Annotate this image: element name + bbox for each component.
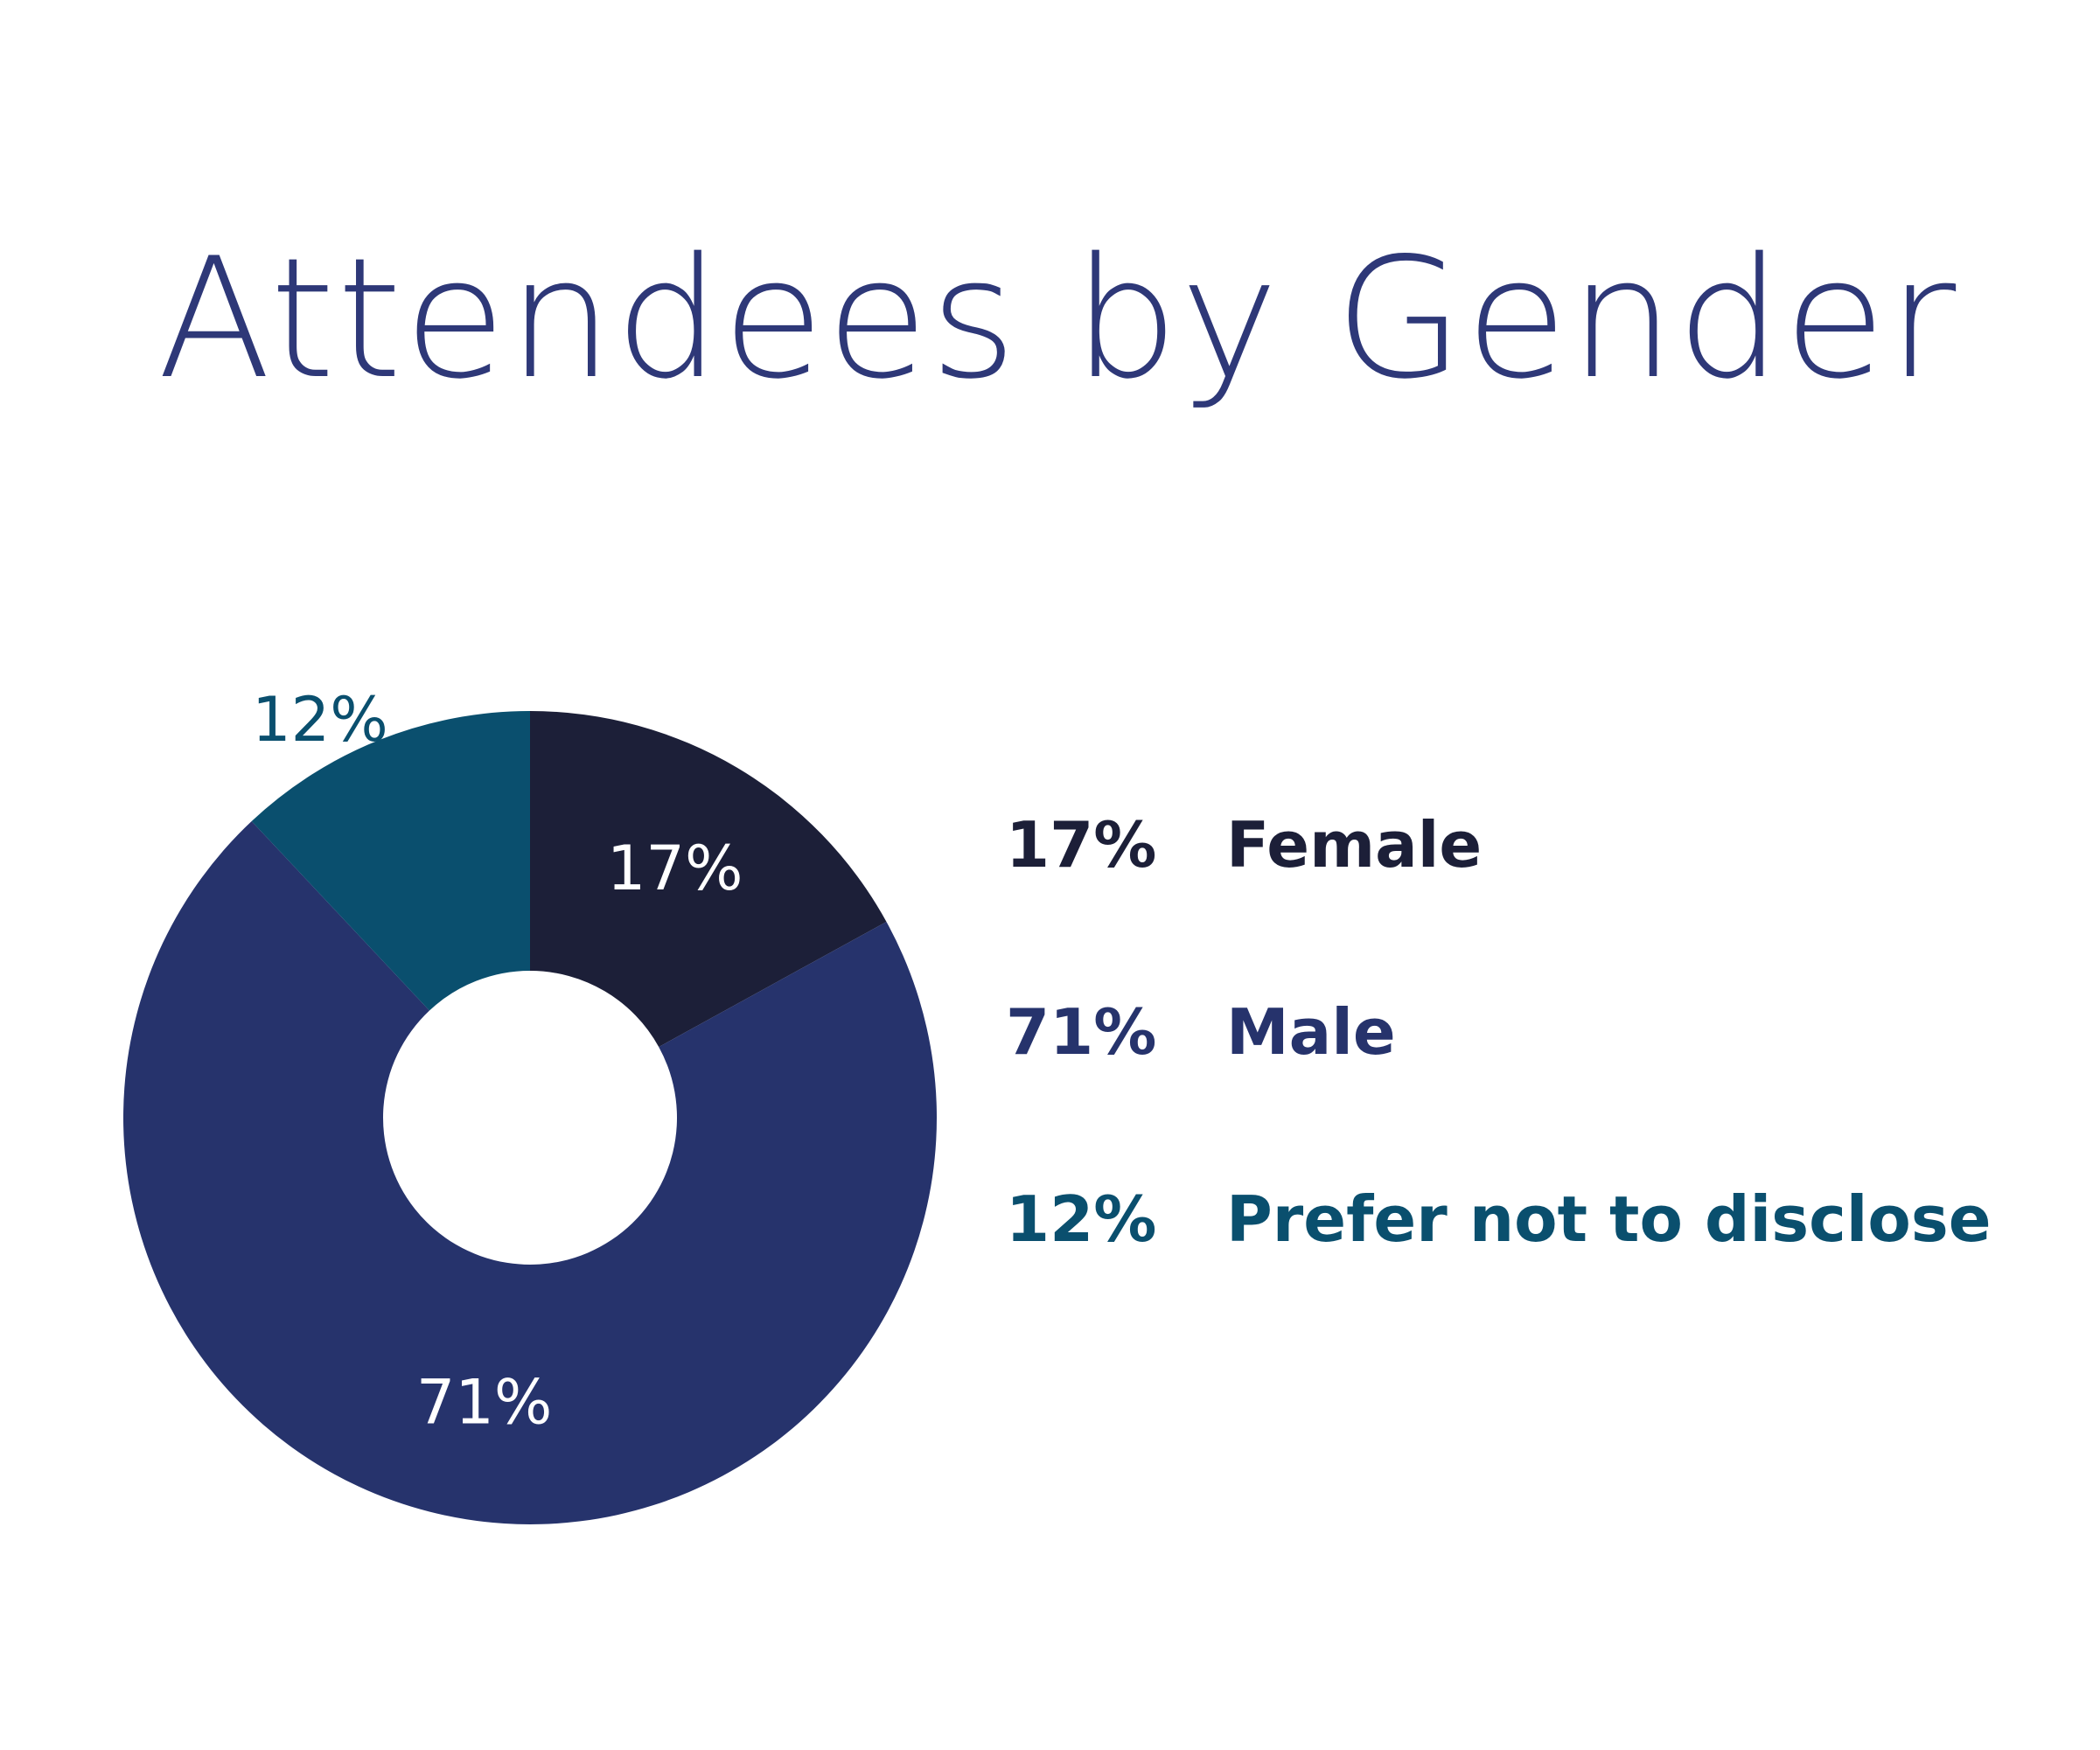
donut-slice-female bbox=[530, 711, 887, 1048]
chart-title: Attendees by Gender bbox=[157, 222, 1958, 415]
legend-value: 12% bbox=[1006, 1182, 1157, 1256]
slice-label: 12% bbox=[252, 684, 388, 756]
legend-value: 17% bbox=[1006, 808, 1157, 882]
legend-label: Female bbox=[1226, 808, 1483, 882]
legend-value: 71% bbox=[1006, 995, 1157, 1069]
slice-label: 71% bbox=[416, 1367, 553, 1439]
donut-slice-male bbox=[123, 821, 937, 1524]
slice-label: 17% bbox=[607, 833, 743, 904]
legend-label: Prefer not to disclose bbox=[1226, 1182, 1992, 1256]
donut-slice-prefer-not-to-disclose bbox=[251, 711, 530, 1011]
legend-label: Male bbox=[1226, 995, 1396, 1069]
